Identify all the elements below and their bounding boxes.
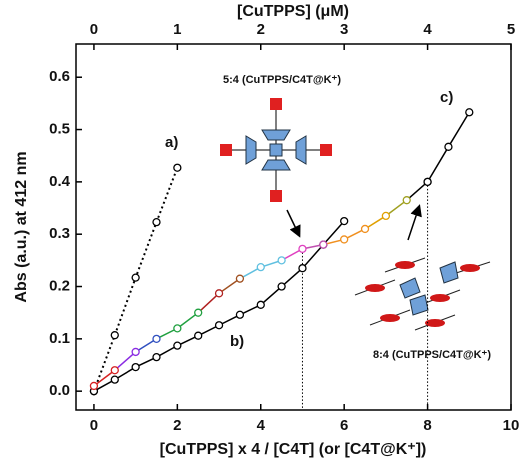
x2-tick-label: 0 [90,21,98,38]
data-point [360,224,370,234]
arrow [286,209,301,238]
data-point [131,347,140,357]
data-point [152,218,161,227]
data-point [214,289,224,298]
line-segment [406,181,429,201]
data-point [319,240,328,249]
line-segment [176,312,199,329]
data-point [131,362,140,372]
data-point [173,341,182,350]
x2-axis-label: [CuTPPS] (μM) [237,3,349,20]
data-point [235,310,245,319]
data-point [256,263,265,272]
data-point [110,331,119,340]
data-point [340,216,349,226]
x2-tick-label: 2 [257,21,265,38]
arrow [407,204,422,241]
x-tick-label: 10 [503,417,519,434]
data-point [131,273,140,282]
line-segment [197,292,220,314]
data-point [89,381,99,391]
y-tick-label: 0.1 [49,330,70,347]
y-tick-label: 0.3 [49,225,70,242]
data-point [381,211,391,221]
data-point [214,321,224,330]
x-tick-label: 0 [90,417,98,434]
plot-frame [75,43,512,411]
annotation: 5:4 (CuTPPS/C4T@K⁺) [223,74,341,86]
data-point [277,282,286,291]
y-tick-label: 0.5 [49,121,70,138]
data-point [340,235,349,244]
diagram-8-4 [354,257,491,331]
data-point [173,324,182,333]
data-point [235,274,245,283]
x2-tick-label: 1 [173,21,181,38]
data-point [110,375,119,384]
annotation: b) [230,333,244,350]
x-tick-label: 6 [340,417,348,434]
data-point [423,177,432,187]
data-point [298,264,307,273]
x2-tick-label: 3 [340,21,348,38]
data-point [194,331,203,340]
line-segment [93,369,116,387]
x-tick-label: 4 [257,417,266,434]
series-line [93,220,345,392]
y-tick-label: 0.4 [49,173,71,190]
data-point [194,308,203,317]
data-point [277,256,286,265]
data-point [298,244,307,253]
data-point [444,142,453,151]
y-tick-label: 0.0 [49,382,70,399]
diagram-5-4 [220,98,332,202]
data-point [256,300,265,309]
x-tick-label: 2 [173,417,181,434]
data-point [402,196,411,205]
annotation: c) [440,89,453,106]
data-point [110,366,119,375]
data-point [152,334,161,343]
x-axis-label: [CuTPPS] x 4 / [C4T] (or [C4T@K⁺]) [160,441,427,458]
data-point [465,108,474,117]
line-segment [385,199,408,217]
data-point [173,163,182,172]
x2-tick-label: 4 [423,21,432,38]
y-tick-label: 0.2 [49,277,70,294]
line-segment [114,351,137,371]
x2-tick-label: 5 [507,21,515,38]
y-tick-label: 0.6 [49,68,70,85]
y-axis-label: Abs (a.u.) at 412 nm [13,151,30,302]
annotation: a) [165,134,178,151]
annotation: 8:4 (CuTPPS/C4T@K⁺) [373,349,491,361]
line-segment [218,278,241,294]
x-tick-label: 8 [423,417,431,434]
data-point [152,353,161,362]
